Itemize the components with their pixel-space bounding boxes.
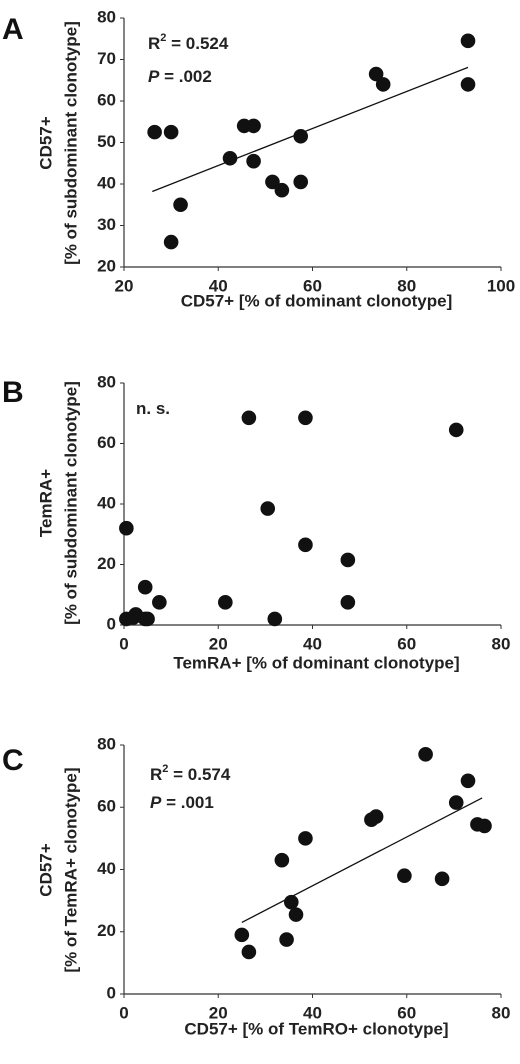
data-point xyxy=(241,410,257,426)
y-tick-label: 40 xyxy=(97,493,116,512)
x-tick-label: 20 xyxy=(209,634,228,653)
x-axis-title: TemRA+ [% of dominant clonotype] xyxy=(173,653,459,672)
y-tick-label: 20 xyxy=(97,554,116,573)
data-point xyxy=(448,422,464,438)
data-point xyxy=(279,932,294,947)
data-point xyxy=(163,124,179,140)
x-tick-label: 40 xyxy=(303,634,322,653)
y-axis-title: CD57+ xyxy=(36,116,55,169)
data-point xyxy=(140,611,155,627)
y-tick-label: 80 xyxy=(97,734,116,753)
stat-annotation: R2 = 0.524 xyxy=(148,32,229,54)
data-point xyxy=(460,33,476,49)
x-tick-label: 80 xyxy=(492,1003,511,1022)
y-axis-title: TemRA+ xyxy=(36,469,55,537)
data-point xyxy=(246,153,261,169)
data-point xyxy=(340,595,356,610)
y-tick-label: 30 xyxy=(97,215,116,234)
data-point xyxy=(222,150,238,166)
data-point xyxy=(234,927,250,943)
data-point xyxy=(298,537,313,553)
data-point xyxy=(274,182,290,198)
y-axis-subtitle: [% of TemRA+ clonotype] xyxy=(61,767,80,972)
x-axis-title: CD57+ [% of TemRO+ clonotype] xyxy=(184,1019,448,1038)
y-tick-label: 60 xyxy=(97,90,116,109)
data-point xyxy=(340,552,356,568)
trend-line xyxy=(152,66,469,193)
y-axis-subtitle: [% of subdominant clonotype] xyxy=(61,21,80,265)
data-point xyxy=(137,579,153,595)
y-axis-title: CD57+ xyxy=(36,843,55,896)
data-point xyxy=(246,118,261,134)
y-tick-label: 50 xyxy=(97,132,116,151)
data-point xyxy=(477,818,492,834)
data-point xyxy=(298,410,313,426)
x-tick-label: 40 xyxy=(303,1003,322,1022)
data-point xyxy=(368,809,384,824)
y-tick-label: 40 xyxy=(97,859,116,878)
y-tick-label: 0 xyxy=(107,614,116,633)
y-tick-label: 60 xyxy=(97,433,116,452)
x-tick-label: 60 xyxy=(397,634,416,653)
x-tick-label: 60 xyxy=(303,276,322,295)
data-point xyxy=(460,773,476,789)
x-tick-label: 80 xyxy=(492,634,511,653)
y-tick-label: 40 xyxy=(97,173,116,192)
panel-label: B xyxy=(2,376,24,409)
data-point xyxy=(260,501,276,516)
data-point xyxy=(293,128,309,144)
y-tick-label: 20 xyxy=(97,921,116,940)
y-tick-label: 80 xyxy=(97,372,116,391)
data-point xyxy=(274,852,290,868)
panel-b: B 0 20 40 60 80 0 20 40 60 80 TemRA+ [% of dominant… xyxy=(2,372,510,672)
stat-annotation: R2 = 0.574 xyxy=(150,763,231,785)
data-point xyxy=(298,831,313,846)
x-tick-label: 0 xyxy=(119,1003,128,1022)
y-tick-label: 70 xyxy=(97,49,116,68)
x-tick-label: 20 xyxy=(115,276,134,295)
data-point xyxy=(288,907,304,922)
y-axis-subtitle: [% of subdominant clonotype] xyxy=(61,381,80,625)
trend-line xyxy=(241,797,483,923)
x-tick-label: 40 xyxy=(209,276,228,295)
data-point xyxy=(375,77,391,92)
stat-annotation: P = .001 xyxy=(150,793,214,812)
y-tick-label: 0 xyxy=(107,983,116,1002)
panel-a: A 20 30 40 50 60 70 80 20 40 60 80 100 CD57+ [% of do… xyxy=(2,7,515,310)
data-point xyxy=(147,124,162,140)
data-point xyxy=(173,197,188,213)
data-point xyxy=(119,520,134,536)
x-axis-title: CD57+ [% of dominant clonotype] xyxy=(181,291,453,310)
panel-label: C xyxy=(2,744,24,777)
x-tick-label: 0 xyxy=(119,634,128,653)
data-point xyxy=(418,747,433,762)
x-tick-label: 100 xyxy=(487,276,515,295)
x-tick-label: 20 xyxy=(209,1003,228,1022)
stat-annotation: P = .002 xyxy=(148,67,212,86)
data-point xyxy=(152,595,167,610)
data-point xyxy=(265,174,280,190)
y-tick-label: 20 xyxy=(97,256,116,275)
data-point xyxy=(163,234,179,250)
stat-annotation: n. s. xyxy=(136,399,170,418)
panel-c: C 0 20 40 60 80 0 20 40 60 80 CD57+ [% of TemRO+ cl… xyxy=(2,734,510,1038)
data-point xyxy=(397,868,412,884)
data-point xyxy=(283,894,299,910)
data-point xyxy=(434,871,450,887)
data-point xyxy=(448,795,464,810)
data-point xyxy=(241,944,257,960)
x-tick-label: 60 xyxy=(397,1003,416,1022)
y-tick-label: 80 xyxy=(97,7,116,26)
panel-label: A xyxy=(2,13,24,46)
y-tick-label: 60 xyxy=(97,797,116,816)
x-tick-label: 80 xyxy=(397,276,416,295)
data-point xyxy=(368,66,384,82)
data-point xyxy=(218,595,233,610)
data-point xyxy=(293,174,309,190)
data-point xyxy=(460,77,476,92)
data-point xyxy=(267,611,283,627)
